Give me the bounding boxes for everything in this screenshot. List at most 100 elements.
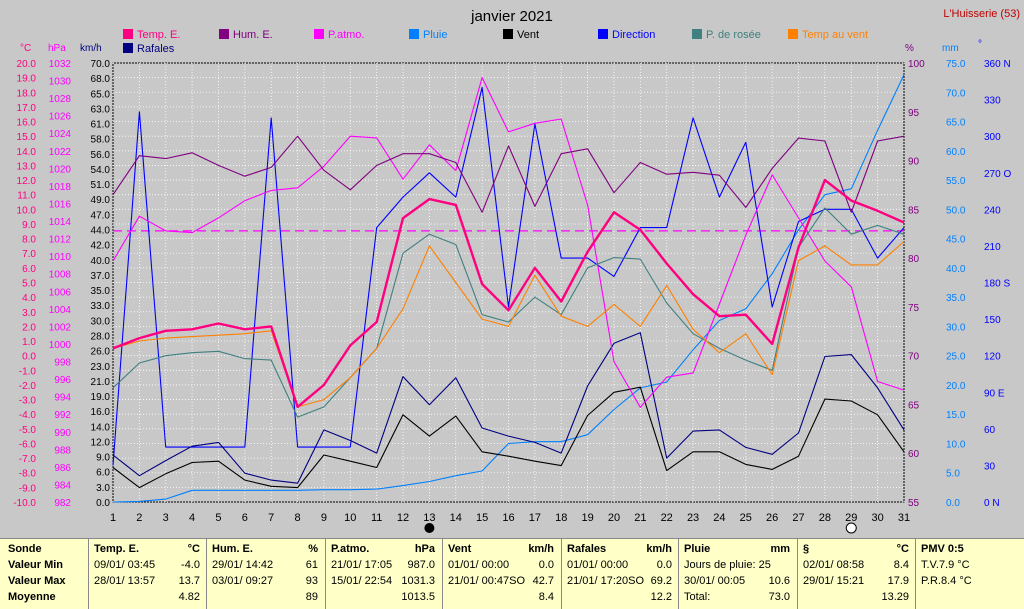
patmo-col-unit: hPa: [414, 543, 435, 555]
hum-max-value: 93: [305, 575, 318, 587]
x-tick-label: 13: [423, 512, 435, 524]
kmh-tick-label: 37.0: [91, 271, 111, 282]
s-min-value: 8.4: [893, 559, 909, 571]
mm-tick-label: 25.0: [946, 352, 966, 363]
x-tick-label: 31: [898, 512, 910, 524]
kmh-tick-label: 40.0: [91, 256, 111, 267]
vent-min-date: 01/01/ 00:00: [448, 559, 510, 571]
vent-col-unit: km/h: [528, 543, 554, 555]
station-name: L'Huisserie (53): [943, 8, 1020, 20]
rafales-col-title: Rafales: [567, 543, 607, 555]
hum-tick-label: 90: [908, 157, 920, 168]
temp-max-date: 28/01/ 13:57: [94, 575, 156, 587]
hpa-axis-unit: hPa: [48, 43, 66, 54]
mm-tick-label: 10.0: [946, 439, 966, 450]
dir-tick-label: 360 N: [984, 59, 1011, 70]
hum-col-unit: %: [308, 543, 318, 555]
temp-tick-label: -4.0: [19, 410, 37, 421]
footer-pluie-col: Pluie mm Jours de pluie: 25 30/01/ 00:05 1…: [684, 541, 790, 605]
dir-tick-label: 150: [984, 315, 1001, 326]
temp-mean-value: 4.82: [178, 591, 200, 603]
temp-tick-label: -8.0: [19, 469, 37, 480]
series-line-rosee: [112, 207, 905, 418]
hpa-tick-label: 1022: [49, 147, 72, 158]
temp-tick-label: 7.0: [22, 249, 36, 260]
hpa-tick-label: 1020: [49, 164, 72, 175]
x-tick-label: 9: [321, 512, 327, 524]
hum-tick-label: 65: [908, 400, 920, 411]
hum-axis-ticks: 100 95 90 85 80 75 70 65 60 55: [908, 59, 925, 509]
hpa-tick-label: 1012: [49, 235, 72, 246]
pmv-col-title: PMV 0:5: [921, 543, 964, 555]
s-col-title: §: [803, 543, 810, 555]
hum-tick-label: 85: [908, 205, 920, 216]
footer-row-labels: Sonde Valeur Min Valeur Max Moyenne: [8, 541, 86, 605]
hum-axis-unit: %: [905, 43, 914, 54]
patmo-min-date: 21/01/ 17:05: [331, 559, 393, 571]
hum-min-date: 29/01/ 14:42: [212, 559, 274, 571]
hpa-tick-label: 1028: [49, 94, 72, 105]
chart-legend: Temp. E. Hum. E. P.atmo. Pluie Vent Direction…: [123, 29, 868, 55]
x-tick-label: 24: [713, 512, 725, 524]
temp-tick-label: 10.0: [17, 205, 37, 216]
hpa-tick-label: 988: [54, 445, 71, 456]
temp-tick-label: 15.0: [17, 132, 37, 143]
kmh-axis-unit: km/h: [80, 43, 102, 54]
hpa-tick-label: 1026: [49, 112, 72, 123]
kmh-tick-label: 28.0: [91, 331, 111, 342]
dir-tick-label: 240: [984, 205, 1001, 216]
x-tick-label: 17: [529, 512, 541, 524]
hum-tick-label: 100: [908, 59, 925, 70]
mm-tick-label: 45.0: [946, 235, 966, 246]
kmh-tick-label: 19.0: [91, 392, 111, 403]
hpa-tick-label: 1004: [49, 305, 72, 316]
pluie-rain-days: Jours de pluie: 25: [684, 559, 771, 571]
rafales-max-date: 21/01/ 17:20SO: [567, 575, 645, 587]
legend-swatch-direction: [598, 29, 608, 39]
hpa-tick-label: 1014: [49, 217, 72, 228]
x-tick-label: 3: [163, 512, 169, 524]
x-tick-label: 6: [242, 512, 248, 524]
rafales-min-date: 01/01/ 00:00: [567, 559, 629, 571]
kmh-tick-label: 63.0: [91, 104, 111, 115]
temp-col-unit: °C: [187, 543, 200, 555]
footer-temp-col: Temp. E. °C 09/01/ 03:45 -4.0 28/01/ 13:57…: [94, 541, 200, 605]
x-axis-ticks: 1 2 3 4 5 6 7 8 9 10 11 12 13 14 15 16 17 18 19 20 21 22 23 24 2…: [110, 512, 910, 524]
x-tick-label: 16: [502, 512, 514, 524]
temp-tick-label: -6.0: [19, 439, 37, 450]
rafales-col-unit: km/h: [646, 543, 672, 555]
dir-tick-label: 210: [984, 242, 1001, 253]
kmh-tick-label: 16.0: [91, 407, 111, 418]
mm-tick-label: 40.0: [946, 264, 966, 275]
series-line-direction: [112, 86, 905, 466]
patmo-max-date: 15/01/ 22:54: [331, 575, 393, 587]
series-line-tvent: [112, 241, 905, 408]
rafales-min-value: 0.0: [656, 559, 672, 571]
pluie-col-unit: mm: [770, 543, 790, 555]
kmh-tick-label: 0.0: [96, 498, 110, 509]
pluie-total-label: Total:: [684, 591, 711, 603]
hpa-tick-label: 1008: [49, 270, 72, 281]
kmh-tick-label: 54.0: [91, 165, 111, 176]
pmv-tv: T.V.7.9 °C: [921, 559, 970, 571]
rafales-mean-value: 12.2: [650, 591, 672, 603]
temp-tick-label: 12.0: [17, 176, 37, 187]
kmh-tick-label: 61.0: [91, 120, 111, 131]
mm-tick-label: 5.0: [946, 469, 960, 480]
pmv-pr: P.R.8.4 °C: [921, 575, 972, 587]
dir-tick-label: 330: [984, 96, 1001, 107]
temp-tick-label: -3.0: [19, 396, 37, 407]
hpa-tick-label: 982: [54, 498, 71, 509]
kmh-tick-label: 3.0: [96, 483, 110, 494]
axis-unit-labels: °C hPa km/h % mm °: [20, 39, 982, 54]
mm-axis-ticks: 75.0 70.0 65.0 60.0 55.0 50.0 45.0 40.0 35.0 30.0…: [946, 59, 966, 509]
legend-label-tvent: Temp au vent: [802, 29, 868, 41]
legend-swatch-rafales: [123, 43, 133, 53]
hpa-axis-ticks: 1032 1030 1028 1026 1024 1022 1020 1018 1016 1014…: [49, 59, 72, 509]
kmh-tick-label: 33.0: [91, 301, 111, 312]
chart-series: [112, 74, 905, 503]
legend-swatch-vent: [503, 29, 513, 39]
pluie-col-title: Pluie: [684, 543, 711, 555]
hpa-tick-label: 1032: [49, 59, 72, 70]
hpa-tick-label: 1000: [49, 340, 72, 351]
